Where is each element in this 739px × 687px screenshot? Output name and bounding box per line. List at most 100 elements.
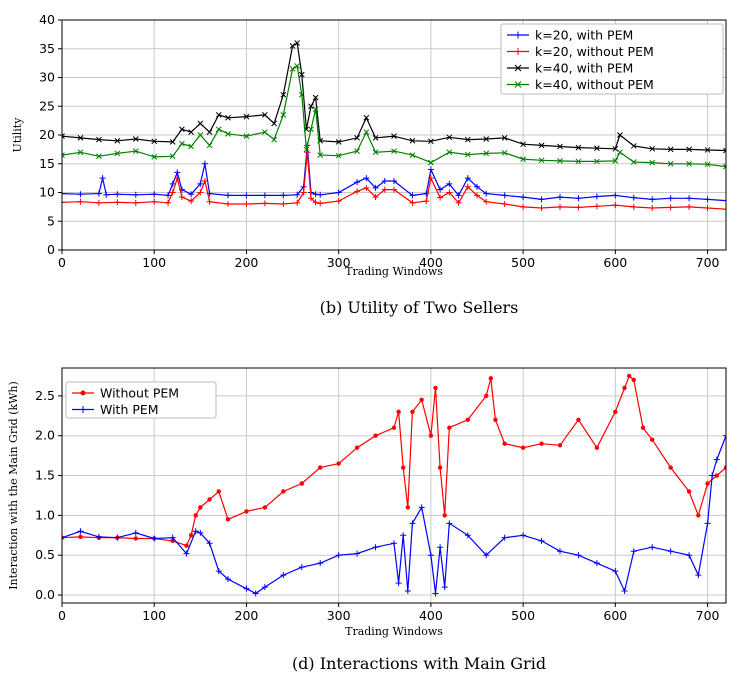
data-point (354, 179, 361, 186)
data-point (363, 175, 370, 182)
data-point (271, 120, 277, 127)
data-point (649, 159, 656, 166)
series-1 (62, 373, 726, 548)
data-point (308, 195, 314, 202)
x-tick-label: 200 (235, 255, 259, 270)
data-point (300, 189, 307, 196)
data-point (151, 198, 158, 205)
data-point (501, 534, 508, 541)
data-point (575, 204, 582, 211)
data-point (215, 112, 222, 118)
data-point (667, 160, 674, 167)
data-point (132, 136, 139, 142)
data-point (501, 149, 508, 156)
data-point (557, 548, 563, 555)
data-point (557, 158, 563, 164)
data-point (667, 195, 674, 202)
data-point (335, 152, 342, 159)
data-point (622, 385, 627, 391)
y-tick-label: 1.5 (35, 468, 55, 483)
data-point (594, 445, 600, 450)
data-point (165, 192, 172, 199)
legend-marker (514, 81, 522, 88)
data-point (428, 433, 434, 438)
data-point (225, 576, 231, 583)
data-point (396, 409, 401, 415)
data-point (640, 425, 646, 430)
data-point (630, 548, 637, 555)
data-point (261, 584, 268, 591)
data-point (650, 437, 655, 442)
data-point (354, 445, 360, 450)
data-point (409, 199, 416, 206)
data-point (520, 445, 526, 450)
series-2 (62, 149, 726, 213)
y-tick-label: 0.5 (35, 547, 55, 562)
data-point (437, 186, 444, 193)
x-tick-label: 700 (696, 255, 720, 270)
data-point (488, 376, 494, 381)
x-tick-label: 300 (327, 608, 351, 623)
data-point (464, 151, 471, 158)
data-point (178, 194, 185, 201)
data-point (114, 199, 121, 206)
data-point (95, 533, 102, 540)
y-tick-label: 30 (39, 70, 55, 85)
data-point (206, 142, 213, 149)
series-3 (62, 40, 726, 154)
series-2 (62, 432, 726, 597)
data-point (280, 201, 287, 207)
data-point (169, 153, 176, 160)
data-point (197, 120, 204, 127)
data-point (62, 152, 65, 158)
series-line (62, 435, 726, 595)
data-point (594, 145, 600, 152)
data-point (557, 194, 563, 201)
data-point (617, 132, 623, 138)
data-point (391, 186, 397, 193)
data-point (686, 203, 693, 210)
data-point (649, 196, 656, 203)
data-point (723, 465, 726, 470)
data-point (474, 183, 480, 190)
data-point (649, 205, 656, 212)
data-point (649, 145, 656, 152)
data-point (114, 534, 121, 541)
data-point (215, 126, 222, 133)
data-point (483, 136, 490, 142)
data-point (312, 199, 319, 206)
data-point (427, 175, 434, 182)
data-point (483, 190, 490, 197)
legend-marker (79, 406, 87, 413)
data-point (197, 180, 204, 187)
legend-marker (514, 48, 522, 55)
data-point (372, 194, 379, 201)
data-point (244, 509, 249, 514)
series-4 (62, 63, 726, 170)
data-point (446, 180, 453, 187)
y-axis-label: Utility (11, 117, 24, 153)
series-line (62, 65, 726, 168)
data-point (446, 189, 453, 196)
data-point (484, 393, 489, 399)
legend-marker (514, 31, 522, 39)
data-point (372, 184, 379, 191)
data-point (404, 588, 411, 595)
series-line (62, 42, 726, 152)
data-point (99, 175, 106, 182)
data-point (294, 40, 301, 46)
data-point (262, 505, 268, 510)
data-point (197, 189, 204, 196)
data-point (77, 528, 84, 535)
y-tick-label: 10 (39, 185, 55, 200)
data-point (419, 397, 424, 403)
data-point (354, 188, 361, 195)
data-point (723, 432, 726, 439)
legend-marker (80, 390, 86, 396)
data-point (318, 465, 323, 470)
legend-marker (514, 64, 522, 72)
y-tick-label: 0 (47, 242, 55, 257)
data-point (317, 560, 324, 567)
data-point (432, 590, 439, 597)
